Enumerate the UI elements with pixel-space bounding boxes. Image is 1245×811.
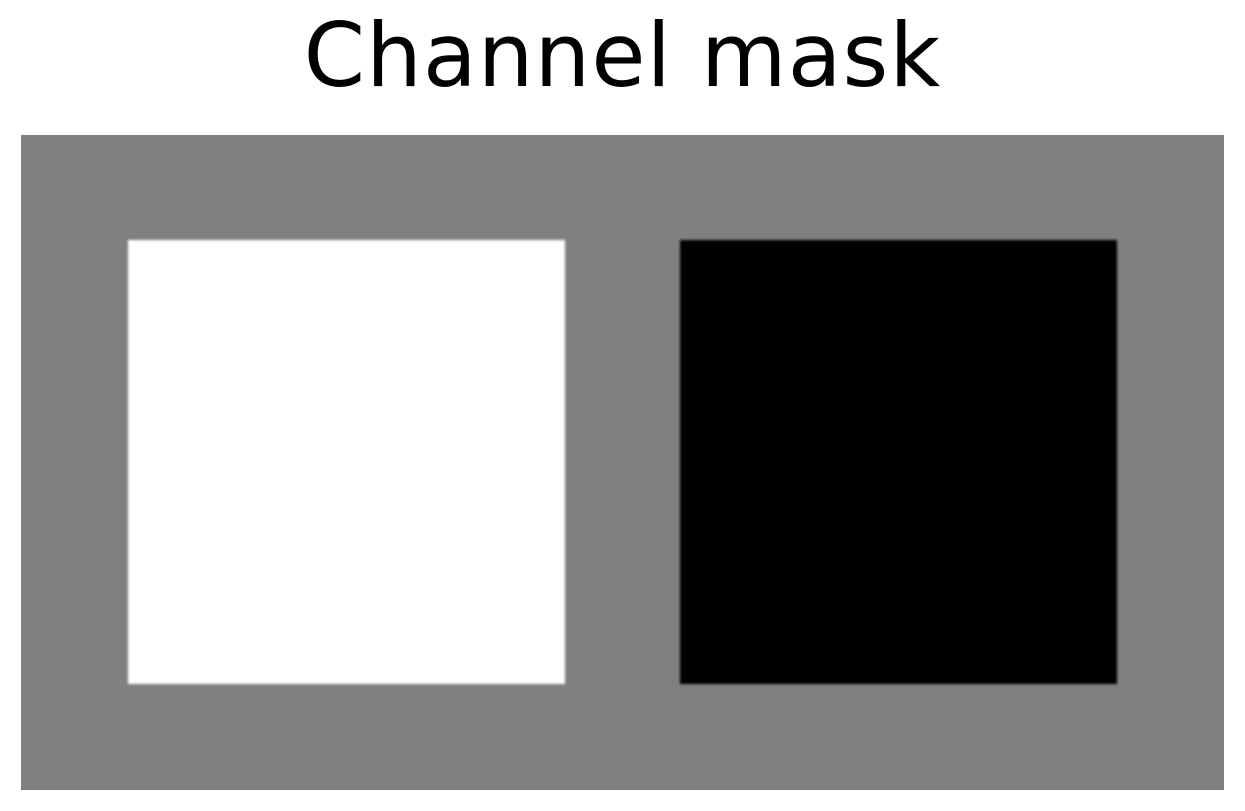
mask-region-white (128, 240, 565, 684)
figure-title: Channel mask (303, 4, 942, 107)
mask-region-black (680, 240, 1117, 684)
mask-image (21, 135, 1224, 790)
